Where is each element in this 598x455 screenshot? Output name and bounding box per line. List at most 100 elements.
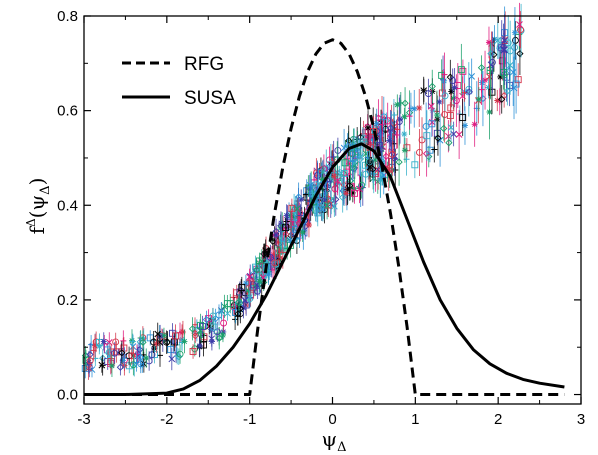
data-point (485, 76, 492, 99)
data-point (448, 75, 455, 108)
data-point (209, 307, 217, 325)
data-point (252, 255, 260, 279)
data-point (198, 326, 205, 343)
data-point (305, 212, 312, 238)
data-point (416, 88, 423, 127)
data-point (506, 64, 514, 107)
data-point (85, 351, 92, 374)
y-tick-label: 0.2 (57, 292, 78, 309)
data-point (246, 291, 254, 308)
data-point (365, 128, 373, 145)
data-point (191, 328, 199, 344)
legend-susa-label: SUSA (184, 88, 236, 109)
data-point (242, 274, 249, 292)
data-point (121, 347, 128, 369)
data-point (475, 77, 482, 124)
data-point (143, 348, 150, 368)
data-point (170, 331, 178, 351)
data-point (380, 155, 388, 195)
data-point (423, 110, 431, 162)
data-point (129, 333, 136, 350)
data-point (366, 156, 374, 178)
data-point (246, 268, 253, 286)
data-point (148, 346, 156, 363)
data-point (418, 117, 426, 163)
data-point (258, 249, 266, 274)
data-point (514, 63, 522, 97)
data-point (440, 116, 448, 141)
data-point (181, 329, 188, 354)
x-axis-ticks: -3 -2 -1 0 1 2 3 (77, 16, 585, 428)
data-point (356, 175, 363, 204)
data-point (441, 80, 449, 112)
data-point (382, 140, 390, 172)
data-point (411, 89, 418, 128)
data-point (394, 94, 401, 116)
data-point (379, 111, 386, 138)
data-point (512, 21, 519, 60)
data-point (447, 93, 455, 123)
data-point (238, 276, 246, 298)
data-point (211, 308, 220, 329)
data-point (153, 334, 160, 354)
data-point (139, 330, 147, 355)
data-point (428, 110, 436, 137)
x-tick-label: -3 (77, 411, 90, 428)
x-axis-label: ψΔ (321, 427, 346, 455)
data-point (450, 87, 457, 110)
data-point (351, 182, 358, 204)
susa-curve (84, 142, 565, 396)
x-tick-label: -1 (243, 411, 256, 428)
data-point (235, 293, 243, 312)
data-point (416, 128, 423, 176)
data-point (232, 301, 240, 324)
data-point (232, 308, 239, 330)
data-point (329, 144, 336, 176)
data-point (475, 87, 482, 112)
data-point (168, 347, 176, 371)
data-point (393, 121, 400, 149)
data-point (265, 263, 272, 285)
data-point (512, 54, 520, 114)
data-point (240, 297, 247, 319)
data-point (441, 52, 448, 97)
data-point (450, 121, 457, 147)
data-point (91, 334, 98, 358)
data-point (272, 250, 280, 278)
data-point (198, 315, 206, 338)
data-point (234, 302, 242, 326)
data-point (461, 106, 468, 145)
x-tick-label: -2 (160, 411, 173, 428)
data-point (271, 251, 279, 275)
data-point (355, 139, 364, 180)
data-point (487, 42, 495, 65)
data-point (219, 327, 226, 343)
data-point (302, 184, 309, 205)
data-point (498, 84, 506, 114)
data-point (494, 22, 502, 59)
data-point (136, 345, 145, 369)
data-point (434, 120, 442, 156)
y-tick-label: 0.0 (57, 387, 78, 404)
data-point (287, 205, 294, 226)
data-point (488, 31, 496, 94)
data-point (339, 182, 347, 213)
data-point (358, 171, 366, 199)
data-point (431, 136, 438, 163)
data-point (457, 43, 465, 96)
data-point (395, 138, 403, 186)
legend: RFG SUSA (122, 54, 236, 109)
data-point (133, 353, 140, 372)
data-point (236, 281, 244, 303)
data-point (503, 76, 512, 106)
data-point (254, 283, 262, 300)
data-point (273, 224, 280, 247)
data-point (465, 77, 474, 107)
data-point (319, 165, 326, 194)
data-point (331, 195, 338, 217)
data-point (491, 25, 498, 54)
data-point (445, 134, 453, 151)
data-point (386, 129, 393, 152)
data-point (90, 340, 97, 361)
data-point (411, 151, 419, 179)
